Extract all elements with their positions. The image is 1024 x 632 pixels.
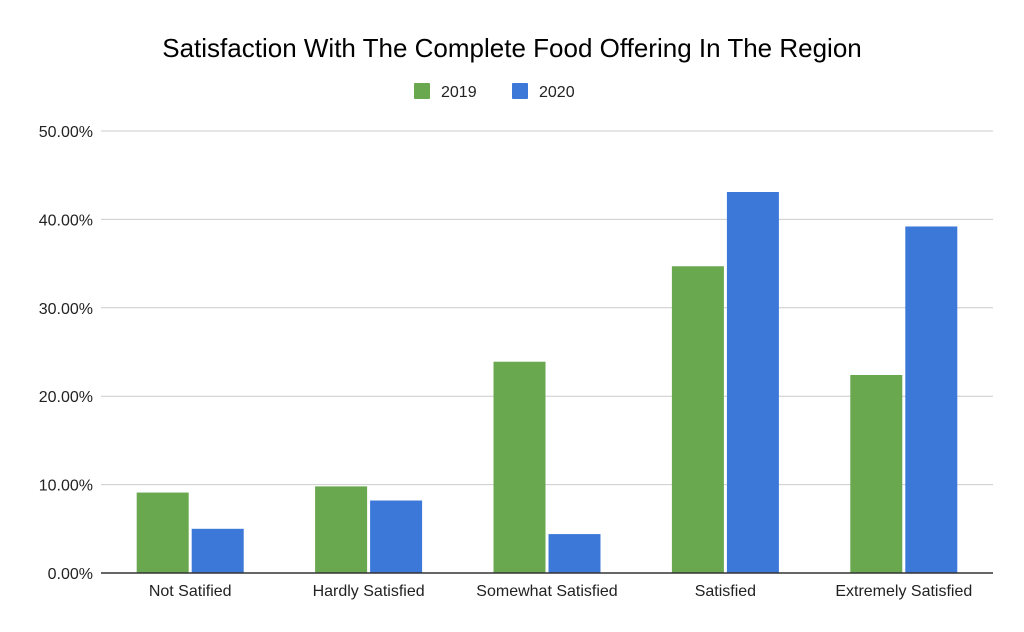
x-tick-label: Satisfied xyxy=(695,583,756,600)
bar-2020-0 xyxy=(191,528,244,573)
bar-2019-4 xyxy=(850,374,903,573)
legend-swatch-2019 xyxy=(414,83,430,99)
bar-2020-3 xyxy=(726,191,779,573)
y-tick-label: 10.00% xyxy=(39,478,93,495)
x-tick-label: Extremely Satisfied xyxy=(835,583,972,600)
y-tick-label: 0.00% xyxy=(48,566,93,583)
bar-2019-1 xyxy=(315,486,368,573)
bar-2019-2 xyxy=(493,361,546,573)
chart-title: Satisfaction With The Complete Food Offe… xyxy=(162,33,862,63)
bar-2019-0 xyxy=(136,492,189,573)
y-tick-label: 20.00% xyxy=(39,389,93,406)
bar-2020-1 xyxy=(370,500,423,573)
x-tick-label: Somewhat Satisfied xyxy=(476,583,617,600)
x-tick-label: Not Satified xyxy=(149,583,232,600)
legend-label-2019: 2019 xyxy=(441,84,477,101)
bar-2020-4 xyxy=(905,226,958,574)
legend-label-2020: 2020 xyxy=(539,84,575,101)
legend: 2019 2020 xyxy=(414,83,575,101)
bar-2020-2 xyxy=(548,534,601,573)
x-axis: Not Satified Hardly Satisfied Somewhat Sat… xyxy=(101,572,993,600)
y-axis: 0.00% 10.00% 20.00% 30.00% 40.00% 50.00% xyxy=(39,124,93,583)
legend-swatch-2020 xyxy=(512,83,528,99)
y-tick-label: 40.00% xyxy=(39,212,93,229)
bars xyxy=(136,191,958,574)
gridlines xyxy=(101,130,993,486)
bar-2019-3 xyxy=(671,266,724,573)
x-tick-label: Hardly Satisfied xyxy=(313,583,425,600)
y-tick-label: 30.00% xyxy=(39,301,93,318)
y-tick-label: 50.00% xyxy=(39,124,93,141)
